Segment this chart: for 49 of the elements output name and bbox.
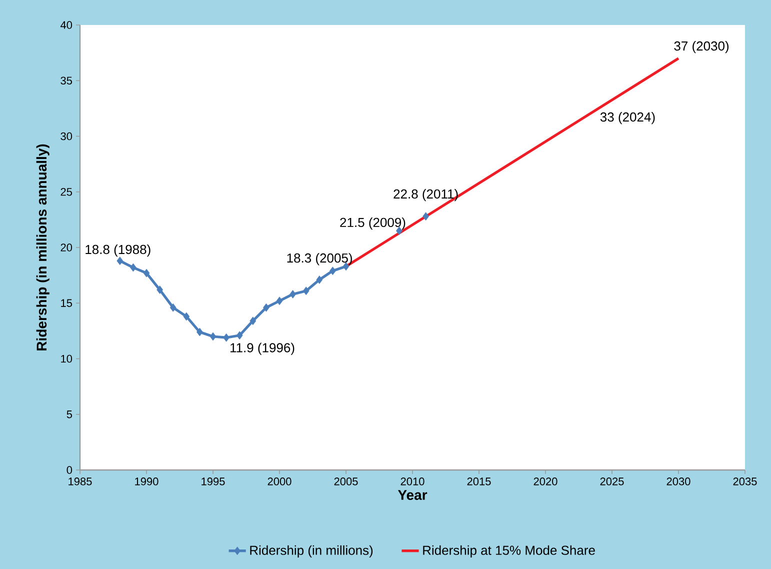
- y-axis-title: Ridership (in millions annually): [36, 144, 50, 350]
- y-tick-label: 40: [60, 21, 72, 29]
- point: [170, 303, 176, 312]
- annotation: 11.9 (1996): [230, 342, 294, 355]
- x-tick-label: 2035: [733, 478, 757, 486]
- legend-label: Ridership (in millions): [250, 545, 373, 558]
- annotation: 18.3 (2005): [287, 253, 352, 266]
- point: [196, 328, 203, 336]
- annotation: 37 (2030): [674, 41, 729, 54]
- point: [330, 266, 336, 276]
- y-tick-label: 15: [61, 299, 72, 307]
- annotation: 22.8 (2011): [394, 189, 458, 202]
- point: [143, 268, 150, 278]
- point: [130, 263, 136, 272]
- y-tick-label: 5: [66, 410, 72, 418]
- point: [276, 296, 283, 306]
- point: [156, 286, 164, 294]
- y-tick-label: 30: [60, 132, 72, 140]
- point: [236, 331, 243, 340]
- x-tick-label: 1985: [68, 478, 92, 486]
- y-tick-label: 0: [66, 466, 72, 474]
- legend-label: Ridership at 15% Mode Share: [423, 545, 595, 558]
- point: [316, 276, 323, 284]
- y-tick-label: 10: [61, 354, 72, 363]
- x-tick-label: 2025: [600, 478, 624, 486]
- x-tick-label: 2020: [534, 478, 558, 486]
- x-tick-label: 2005: [334, 478, 358, 486]
- x-tick-label: 1995: [202, 478, 225, 486]
- point: [263, 303, 270, 312]
- x-tick-label: 2000: [268, 478, 292, 486]
- annotation: 33 (2024): [600, 112, 655, 124]
- point: [250, 316, 256, 326]
- annotation: 18.8 (1988): [86, 244, 150, 257]
- y-tick-label: 20: [60, 244, 72, 252]
- point: [116, 256, 124, 266]
- x-tick-label: 1990: [135, 478, 158, 486]
- y-tick-label: 35: [60, 76, 72, 85]
- point: [183, 312, 190, 321]
- x-tick-label: 2015: [467, 478, 491, 486]
- point: [210, 332, 216, 341]
- point: [302, 286, 310, 296]
- point: [290, 290, 296, 298]
- y-tick-label: 25: [60, 188, 72, 196]
- point: [422, 212, 429, 221]
- x-axis-title: Year: [398, 490, 428, 500]
- point: [223, 333, 230, 342]
- x-tick-label: 2010: [400, 478, 424, 486]
- x-tick-label: 2030: [666, 478, 690, 486]
- annotation: 21.5 (2009): [340, 217, 406, 230]
